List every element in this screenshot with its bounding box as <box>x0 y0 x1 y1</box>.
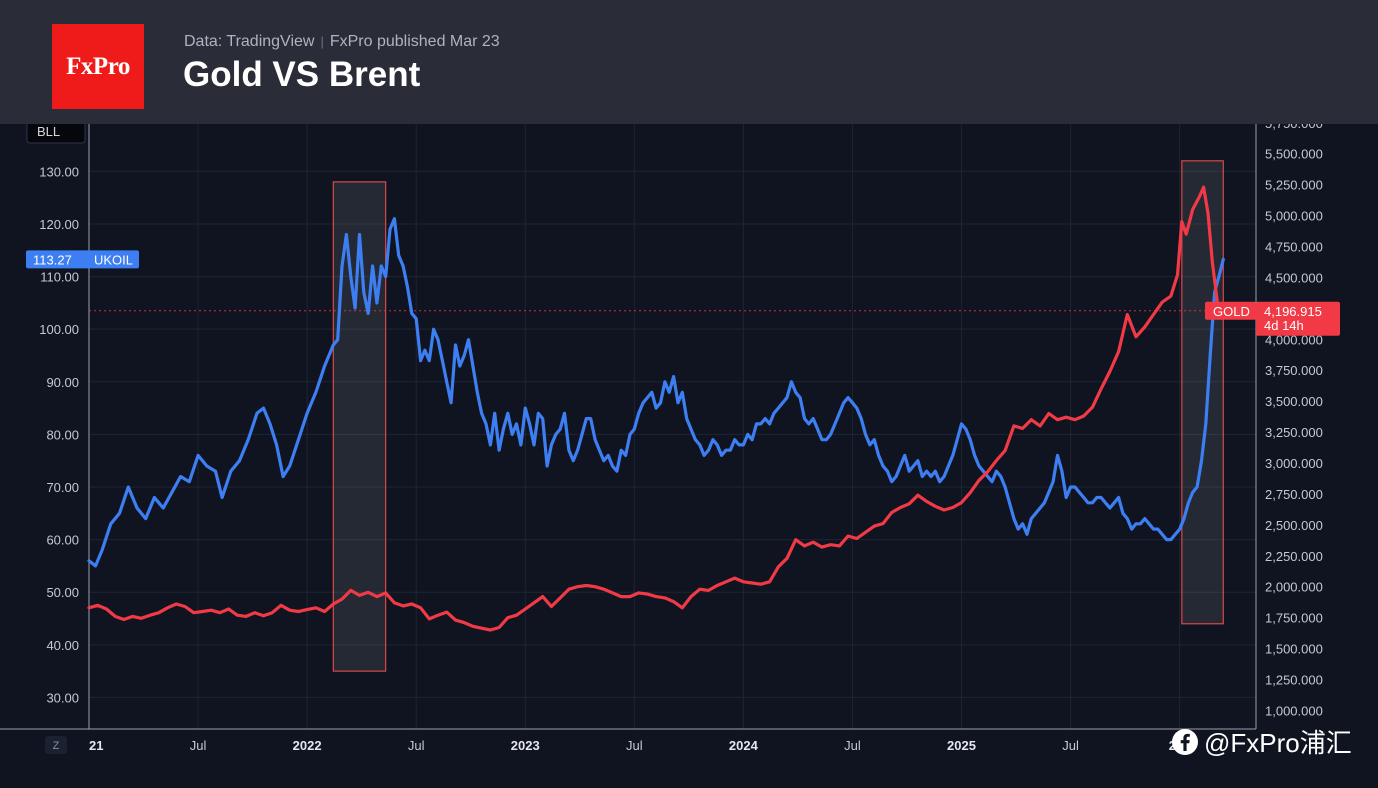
price-chart[interactable]: 30.00 40.00 50.00 60.00 70.00 80.00 90.00 100.0… <box>0 124 1378 788</box>
right-axis-tick-label: 2,250.000 <box>1265 549 1323 564</box>
right-axis-tick-label: 5,500.000 <box>1265 147 1323 162</box>
left-axis-tick-label: 110.00 <box>40 270 79 285</box>
x-axis-tick-label: 21 <box>89 738 103 753</box>
right-axis-tick-label: 5,250.000 <box>1265 178 1323 193</box>
right-axis-tick-label: 4,500.000 <box>1265 270 1323 285</box>
x-axis-tick-label: 2022 <box>293 738 322 753</box>
left-axis-tick-label: 50.00 <box>46 585 79 600</box>
gold-value-tag <box>1256 301 1340 336</box>
subtitle-separator: | <box>320 34 324 49</box>
right-axis-tick-label: 3,750.000 <box>1265 363 1323 378</box>
left-axis-tick-label: 100.00 <box>39 322 79 337</box>
left-axis-tick-label: 40.00 <box>46 638 79 653</box>
ukoil-series-label: UKOIL <box>94 252 133 267</box>
left-axis-tick-label: 60.00 <box>46 533 79 548</box>
x-axis-tick-label: 2024 <box>729 738 759 753</box>
unit-label: BLL <box>37 124 60 139</box>
publish-info: FxPro published Mar 23 <box>329 33 500 50</box>
gold-countdown: 4d 14h <box>1264 318 1304 333</box>
right-axis-tick-label: 2,750.000 <box>1265 487 1323 502</box>
x-axis-tick-label: Jul <box>1062 738 1079 753</box>
gold-series-label: GOLD <box>1213 304 1250 319</box>
x-axis-tick-label: Jul <box>844 738 861 753</box>
right-axis-tick-label: 5,000.000 <box>1265 209 1323 224</box>
left-axis-tick-label: 90.00 <box>46 375 79 390</box>
right-axis-tick-label: 3,000.000 <box>1265 456 1323 471</box>
ukoil-value-tag <box>26 250 139 269</box>
chart-subtitle: Data: TradingView | FxPro published Mar 23 <box>184 33 500 51</box>
fxpro-logo: FxPro <box>52 24 144 109</box>
timezone-button <box>45 736 67 754</box>
ukoil-last-value: 113.27 <box>33 252 72 267</box>
watermark-text: @FxPro浦汇 <box>1204 728 1352 758</box>
gold-last-value: 4,196.915 <box>1264 304 1322 319</box>
right-axis-tick-label: 1,500.000 <box>1265 642 1323 657</box>
left-axis-tick-label: 30.00 <box>46 690 79 705</box>
right-axis-tick-label: 3,250.000 <box>1265 425 1323 440</box>
chart-title: Gold VS Brent <box>183 55 421 94</box>
x-axis-tick-label: Jul <box>626 738 643 753</box>
left-axis-tick-label: 80.00 <box>46 427 79 442</box>
right-axis-tick-label: 2,500.000 <box>1265 518 1323 533</box>
left-axis-tick-label: 120.00 <box>39 217 79 232</box>
right-axis-tick-label: 5,750.000 <box>1265 124 1323 131</box>
header-bar: FxPro Data: TradingView | FxPro published … <box>0 0 1378 124</box>
facebook-icon <box>1172 728 1198 755</box>
data-source: Data: TradingView <box>184 33 315 50</box>
timezone-label: Z <box>53 740 60 752</box>
chart-background <box>0 124 1378 788</box>
series-line-gold <box>87 185 1225 632</box>
gold-name-tag <box>1205 301 1256 320</box>
x-axis-tick-label: Jul <box>190 738 207 753</box>
right-axis-tick-label: 1,000.000 <box>1265 703 1323 718</box>
right-axis-tick-label: 4,750.000 <box>1265 239 1323 254</box>
right-axis-tick-label: 4,000.000 <box>1265 332 1323 347</box>
right-axis-tick-label: 3,500.000 <box>1265 394 1323 409</box>
x-axis-tick-label: Jul <box>408 738 425 753</box>
highlight-box-2 <box>1181 160 1224 625</box>
unit-label-box <box>26 124 86 144</box>
left-axis-tick-label: 70.00 <box>46 480 79 495</box>
x-axis-tick-label: 2025 <box>947 738 976 753</box>
series-line-ukoil <box>87 217 1225 568</box>
x-axis-tick-label: 2023 <box>511 738 540 753</box>
left-axis-tick-label: 130.00 <box>39 164 79 179</box>
right-axis-tick-label: 2,000.000 <box>1265 580 1323 595</box>
right-axis-tick-label: 1,250.000 <box>1265 673 1323 688</box>
right-axis-tick-label: 1,750.000 <box>1265 611 1323 626</box>
watermark: @FxPro浦汇 <box>1172 723 1352 760</box>
